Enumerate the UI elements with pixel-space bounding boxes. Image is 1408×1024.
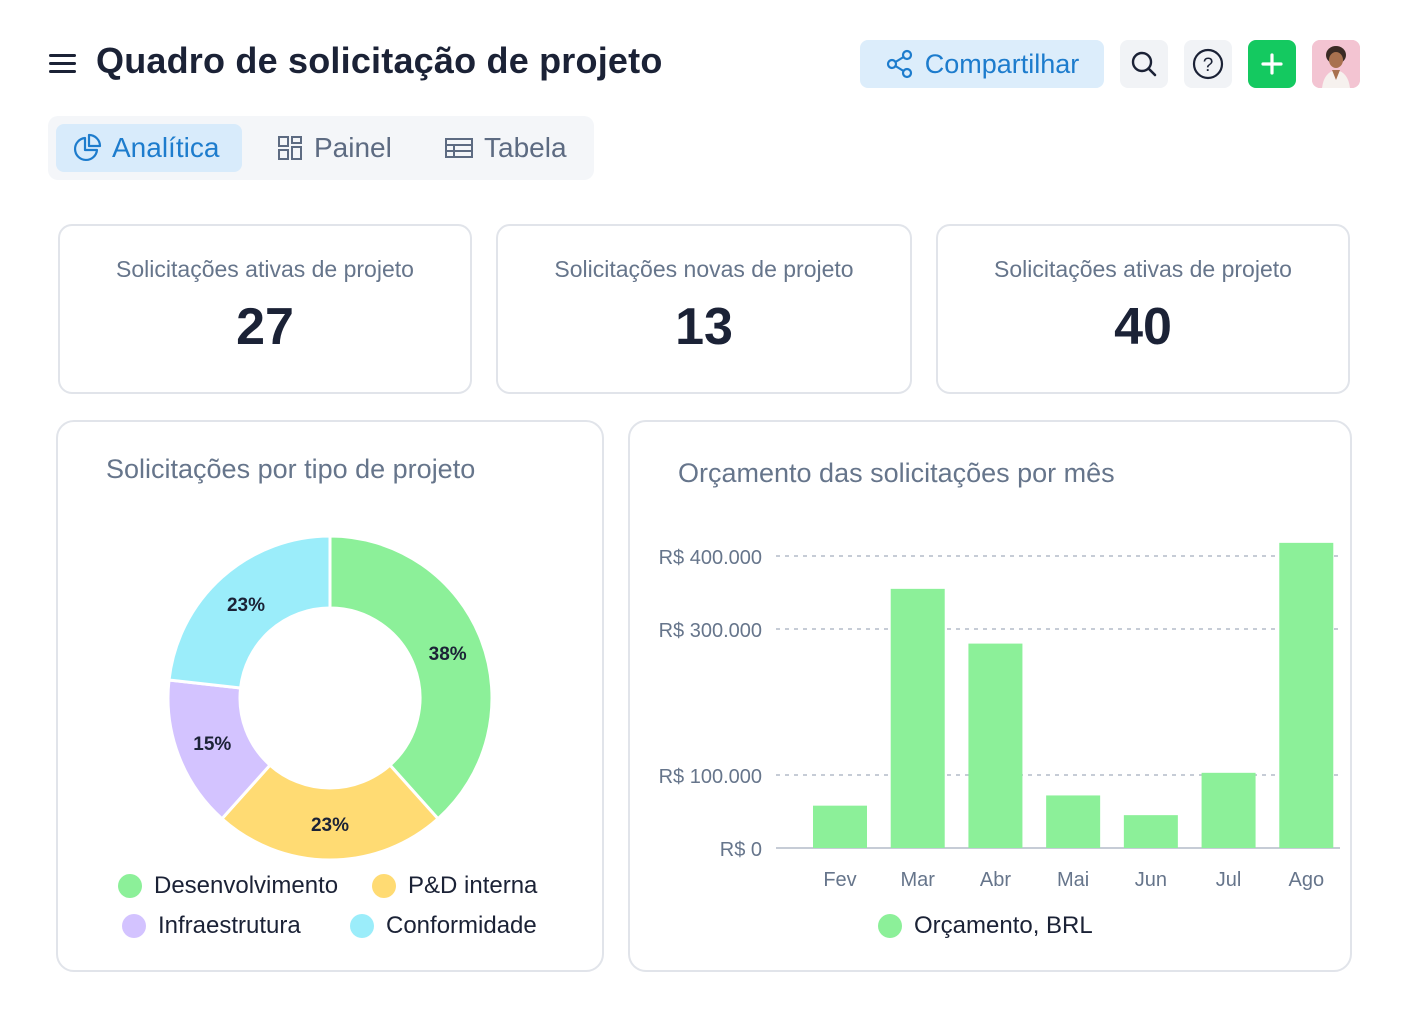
bar[interactable] [1046,795,1101,848]
legend-item: Conformidade [350,912,537,940]
legend-label: Infraestrutura [158,912,301,939]
legend-label: Desenvolvimento [154,872,339,899]
pie-slice[interactable] [167,534,332,690]
legend-swatch [118,874,142,898]
y-tick-label: R$ 400.000 [659,547,762,569]
kpi-card: Solicitações novas de projeto 13 [496,224,912,394]
legend-label: Orçamento, BRL [914,912,1093,939]
tab-painel[interactable]: Painel [260,124,408,172]
kpi-label: Solicitações ativas de projeto [116,256,414,282]
view-tabs: Analítica Painel Tabela [48,116,594,180]
slice-label: 23% [311,815,349,836]
bar[interactable] [813,805,867,848]
legend-item: Desenvolvimento [118,872,338,900]
plus-icon [1261,53,1283,75]
kpi-card: Solicitações ativas de projeto 27 [58,224,472,394]
y-tick-label: R$ 300.000 [659,620,762,642]
tab-analitica[interactable]: Analítica [56,124,242,172]
tab-tabela[interactable]: Tabela [428,124,583,172]
slice-label: 23% [227,595,265,616]
x-tick-label: Jul [1216,869,1242,891]
legend-item: P&D interna [372,872,537,900]
x-tick-label: Abr [980,869,1011,891]
avatar[interactable] [1312,40,1360,88]
add-button[interactable] [1248,40,1296,88]
tab-label: Analítica [112,132,220,163]
donut-chart-card: Solicitações por tipo de projeto 38% 23% 1… [56,420,604,972]
legend-item: Infraestrutura [122,912,301,940]
x-tick-label: Jun [1135,869,1167,891]
legend-item: Orçamento, BRL [878,912,1093,940]
pie-chart-icon [73,133,102,162]
tab-label: Painel [314,132,392,163]
help-icon: ? [1192,48,1224,80]
search-icon [1131,51,1157,77]
share-icon [886,49,912,79]
bar[interactable] [968,643,1023,848]
slice-label: 15% [193,734,231,755]
bar[interactable] [890,588,945,848]
donut-chart: 38% 23% 15% 23% [166,534,494,862]
chart-title: Orçamento das solicitações por mês [678,458,1115,488]
legend-swatch [372,874,396,898]
x-tick-label: Mai [1057,869,1089,891]
x-tick-label: Fev [823,869,856,891]
kpi-card: Solicitações ativas de projeto 40 [936,224,1350,394]
y-tick-label: R$ 0 [720,839,762,861]
search-button[interactable] [1120,40,1168,88]
dashboard-icon [278,136,302,160]
help-button[interactable]: ? [1184,40,1232,88]
legend-label: Conformidade [386,912,537,939]
share-label: Compartilhar [924,48,1080,79]
table-icon [445,138,473,158]
kpi-value: 40 [1114,298,1172,356]
chart-title: Solicitações por tipo de projeto [106,454,476,484]
legend-swatch [122,914,146,938]
bar-chart: R$ 0 R$ 100.000 R$ 300.000 R$ 400.000 Fev Mar… [659,542,1340,891]
kpi-value: 13 [675,298,733,356]
legend-swatch [878,914,902,938]
legend-swatch [350,914,374,938]
bar[interactable] [1123,815,1178,848]
kpi-label: Solicitações ativas de projeto [994,256,1292,282]
x-tick-label: Ago [1288,869,1324,891]
pie-slice[interactable] [219,762,441,862]
share-button[interactable]: Compartilhar [860,40,1104,88]
pie-slice[interactable] [328,534,494,821]
page-title: Quadro de solicitação de projeto [96,40,663,81]
x-tick-label: Mar [900,869,935,891]
tab-label: Tabela [484,132,567,163]
menu-icon[interactable] [46,50,78,78]
kpi-value: 27 [236,298,294,356]
bar[interactable] [1201,772,1256,848]
kpi-label: Solicitações novas de projeto [554,256,854,282]
bar[interactable] [1279,542,1334,848]
slice-label: 38% [429,644,467,665]
svg-text:?: ? [1203,55,1214,76]
legend-label: P&D interna [408,872,538,899]
y-tick-label: R$ 100.000 [659,766,762,788]
